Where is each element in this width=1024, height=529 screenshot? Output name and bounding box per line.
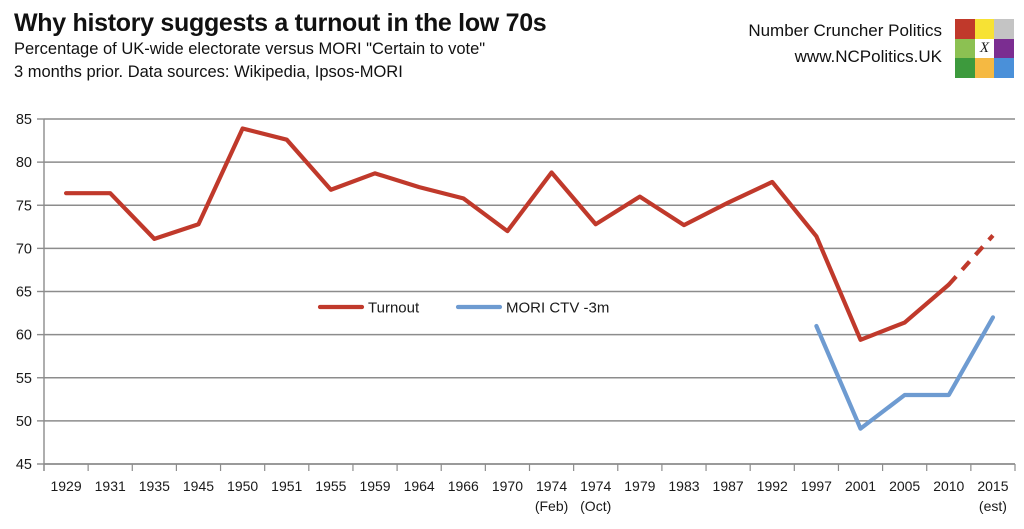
x-axis-tick-label: 1955 (315, 478, 346, 494)
x-axis-ticks (43, 464, 1016, 471)
logo-tile-6 (994, 38, 1014, 59)
x-axis-tick-label: 1951 (271, 478, 302, 494)
chart-header: Why history suggests a turnout in the lo… (0, 0, 1024, 108)
series-line-mori-ctv-3m (814, 315, 996, 431)
subtitle-line-1: Percentage of UK-wide electorate versus … (14, 40, 486, 58)
logo-tile-2 (974, 19, 995, 39)
x-axis-tick-label: 1945 (183, 478, 214, 494)
chart-legend: Turnout MORI CTV -3m (317, 300, 609, 317)
ncpolitics-logo-icon: X (955, 19, 1014, 78)
logo-tile-1 (955, 19, 975, 39)
x-axis-tick-label: 1983 (668, 478, 699, 494)
logo-tile-8 (974, 58, 995, 78)
logo-tile-4 (955, 38, 975, 59)
x-axis-labels: 1929 1931 1935 1945 1950 1951 1955 1959 1964 1966… (50, 478, 1008, 514)
x-axis-sublabel: (est) (979, 498, 1007, 514)
title-block: Why history suggests a turnout in the lo… (14, 8, 674, 84)
x-axis-tick-label: 1931 (95, 478, 126, 494)
y-axis-tick-label: 85 (16, 112, 32, 128)
x-axis-tick-label: 1987 (713, 478, 744, 494)
page-title: Why history suggests a turnout in the lo… (14, 9, 547, 37)
series-line-turnout-estimate (947, 234, 995, 287)
x-axis-tick-label: 2015 (977, 478, 1008, 494)
series-line-turnout (63, 126, 951, 342)
y-axis-tick-label: 65 (16, 285, 32, 301)
data-series-layer (63, 126, 996, 431)
x-axis-tick-label: 1964 (404, 478, 435, 494)
x-axis-tick-label: 1966 (448, 478, 479, 494)
brand-website: www.NCPolitics.UK (794, 47, 942, 66)
y-axis-ticks (37, 118, 44, 465)
brand-name: Number Cruncher Politics (748, 21, 942, 40)
x-axis-tick-label: 1997 (801, 478, 832, 494)
x-axis-tick-label: 1970 (492, 478, 523, 494)
y-axis-tick-label: 55 (16, 371, 32, 387)
y-axis-tick-label: 70 (16, 241, 32, 257)
y-axis-tick-label: 60 (16, 328, 32, 344)
y-axis-tick-label: 45 (16, 457, 32, 473)
x-axis-tick-label: 2005 (889, 478, 920, 494)
x-axis-tick-label: 1974 (536, 478, 567, 494)
logo-tile-7 (955, 58, 975, 78)
legend-label: MORI CTV -3m (506, 300, 609, 317)
x-axis-tick-label: 1950 (227, 478, 258, 494)
x-axis-tick-label: 1935 (139, 478, 170, 494)
logo-tile-3 (994, 19, 1014, 39)
x-axis-tick-label: 1959 (359, 478, 390, 494)
x-axis-tick-label: 1979 (624, 478, 655, 494)
x-axis-sublabel: (Feb) (535, 498, 568, 514)
logo-tile-9 (994, 58, 1014, 78)
y-axis-tick-label: 80 (16, 155, 32, 171)
x-axis-tick-label: 2010 (933, 478, 964, 494)
x-axis-tick-label: 1929 (50, 478, 81, 494)
y-axis-labels: 45 50 55 60 65 70 75 80 85 (16, 112, 32, 473)
brand-block: Number Cruncher Politics www.NCPolitics.… (748, 18, 942, 70)
legend-label: Turnout (368, 300, 420, 317)
x-axis-tick-label: 1974 (580, 478, 611, 494)
gridlines (44, 118, 1015, 465)
chart-plot-area: 45 50 55 60 65 70 75 80 85 1929 1931 1935 1945 1950 1… (0, 108, 1024, 529)
x-axis-tick-label: 2001 (845, 478, 876, 494)
y-axis-tick-label: 75 (16, 198, 32, 214)
y-axis-tick-label: 50 (16, 414, 32, 430)
x-axis-tick-label: 1992 (757, 478, 788, 494)
logo-center-x: X (974, 38, 995, 59)
x-axis-sublabel: (Oct) (580, 498, 611, 514)
subtitle-line-2: 3 months prior. Data sources: Wikipedia,… (14, 63, 403, 81)
